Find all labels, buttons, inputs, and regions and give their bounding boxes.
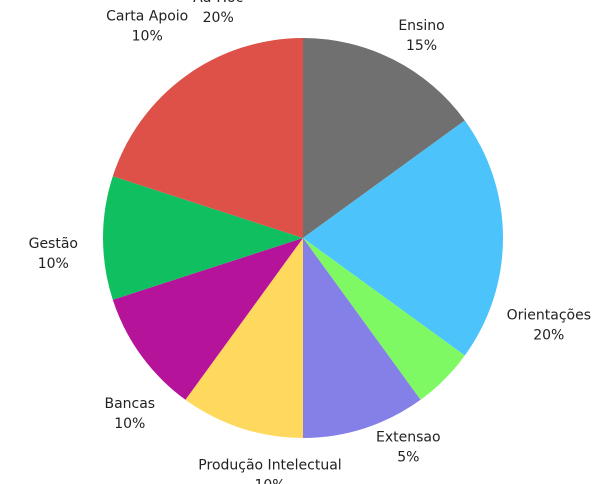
slice-percent-label: 10% [114, 416, 145, 432]
slice-category-label: Bancas [104, 396, 155, 412]
pie-labels: Ensino 15% Orientações 20% Extensao 5% Produçã… [29, 0, 591, 484]
slice-category-label: Ad-Hoc [193, 0, 243, 6]
pie-slice-extensao [303, 238, 465, 400]
pie-slice-produ-o-intelectual [303, 238, 421, 438]
slice-category-label: Extensao [376, 430, 441, 446]
slice-percent-label: 5% [397, 450, 419, 466]
slice-category-label: Gestão [29, 236, 78, 252]
pie-slice-ensino [303, 38, 465, 238]
slice-category-label: Produção Intelectual [198, 458, 341, 474]
slice-category-label: Ensino [398, 18, 444, 34]
slice-percent-label: 10% [254, 478, 285, 484]
slice-percent-label: 20% [533, 328, 564, 344]
pie-slice-ad-hoc [112, 38, 303, 238]
pie-slices [103, 38, 503, 438]
pie-slice-bancas [185, 238, 303, 438]
slice-category-label: Orientações [507, 308, 591, 324]
slice-percent-label: 15% [406, 38, 437, 54]
pie-slice-carta-apoio [103, 176, 303, 300]
pie-slice-gest-o [112, 238, 303, 400]
pie-slice-orienta-es [303, 120, 503, 356]
slice-percent-label: 10% [38, 256, 69, 272]
slice-percent-label: 20% [203, 10, 234, 26]
slice-category-label: Carta Apoio [106, 9, 188, 25]
slice-percent-label: 10% [132, 29, 163, 45]
